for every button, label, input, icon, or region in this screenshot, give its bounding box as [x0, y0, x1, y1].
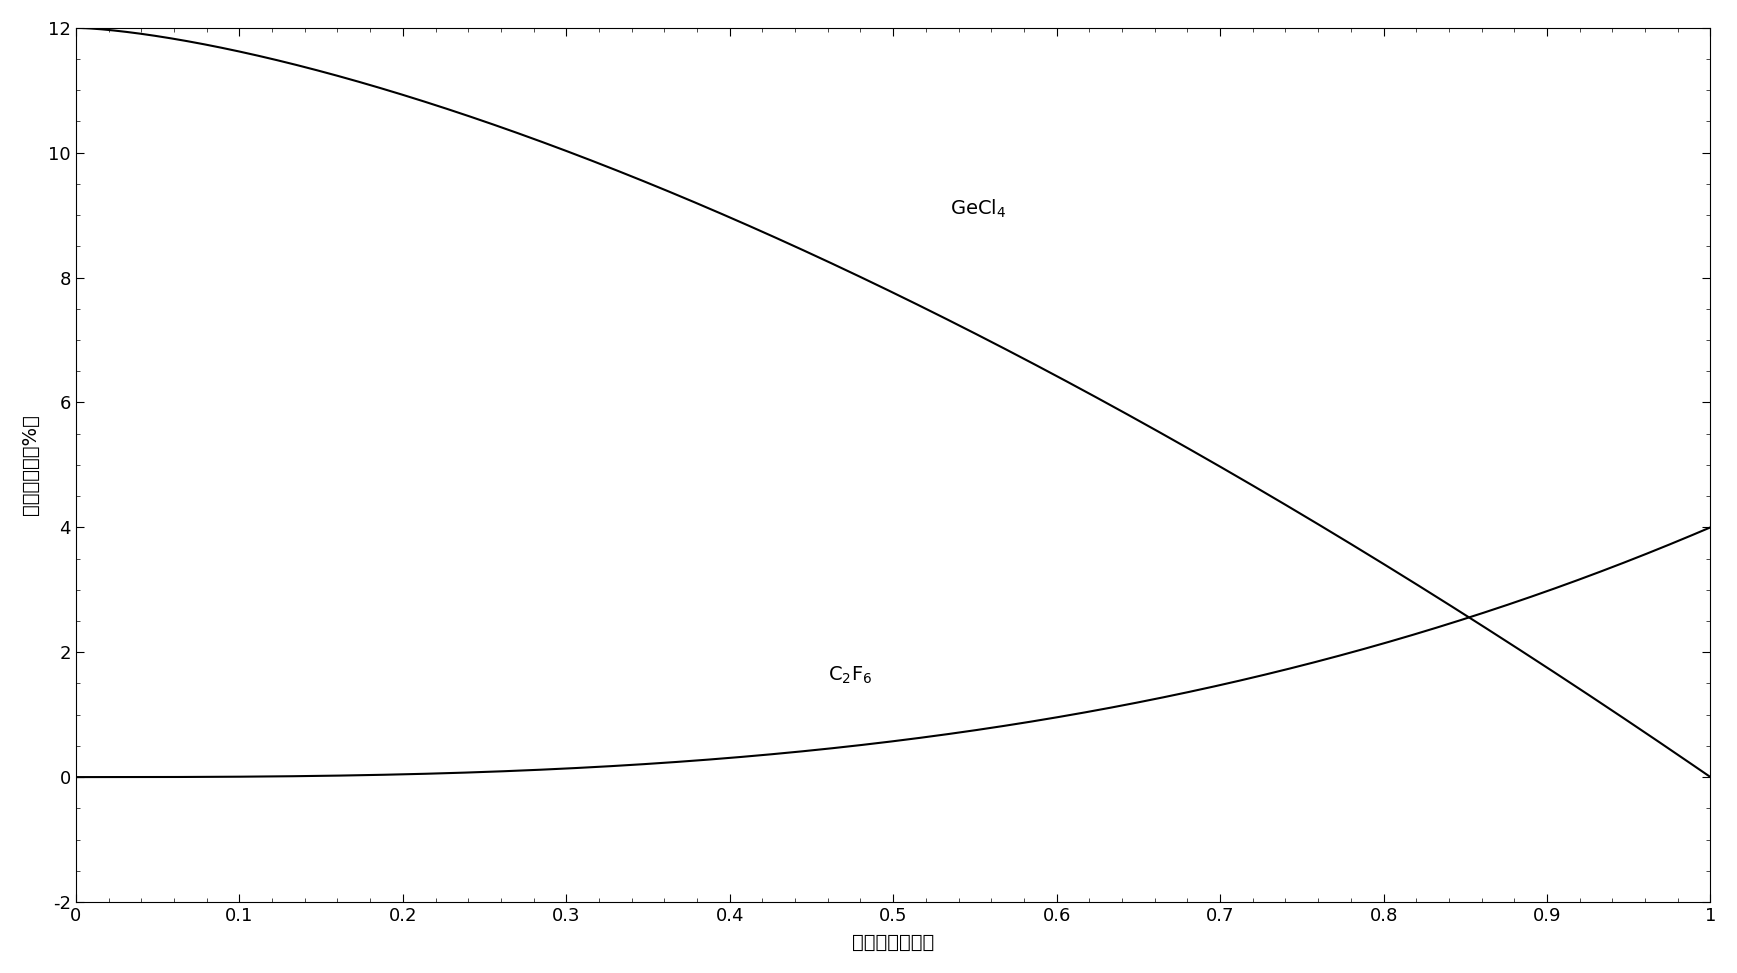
- Y-axis label: 摩尔百分数（%）: 摩尔百分数（%）: [21, 414, 40, 516]
- Text: C$_2$F$_6$: C$_2$F$_6$: [829, 665, 872, 686]
- Text: GeCl$_4$: GeCl$_4$: [950, 198, 1006, 221]
- X-axis label: 归一化纤芯半径: 归一化纤芯半径: [853, 933, 935, 953]
